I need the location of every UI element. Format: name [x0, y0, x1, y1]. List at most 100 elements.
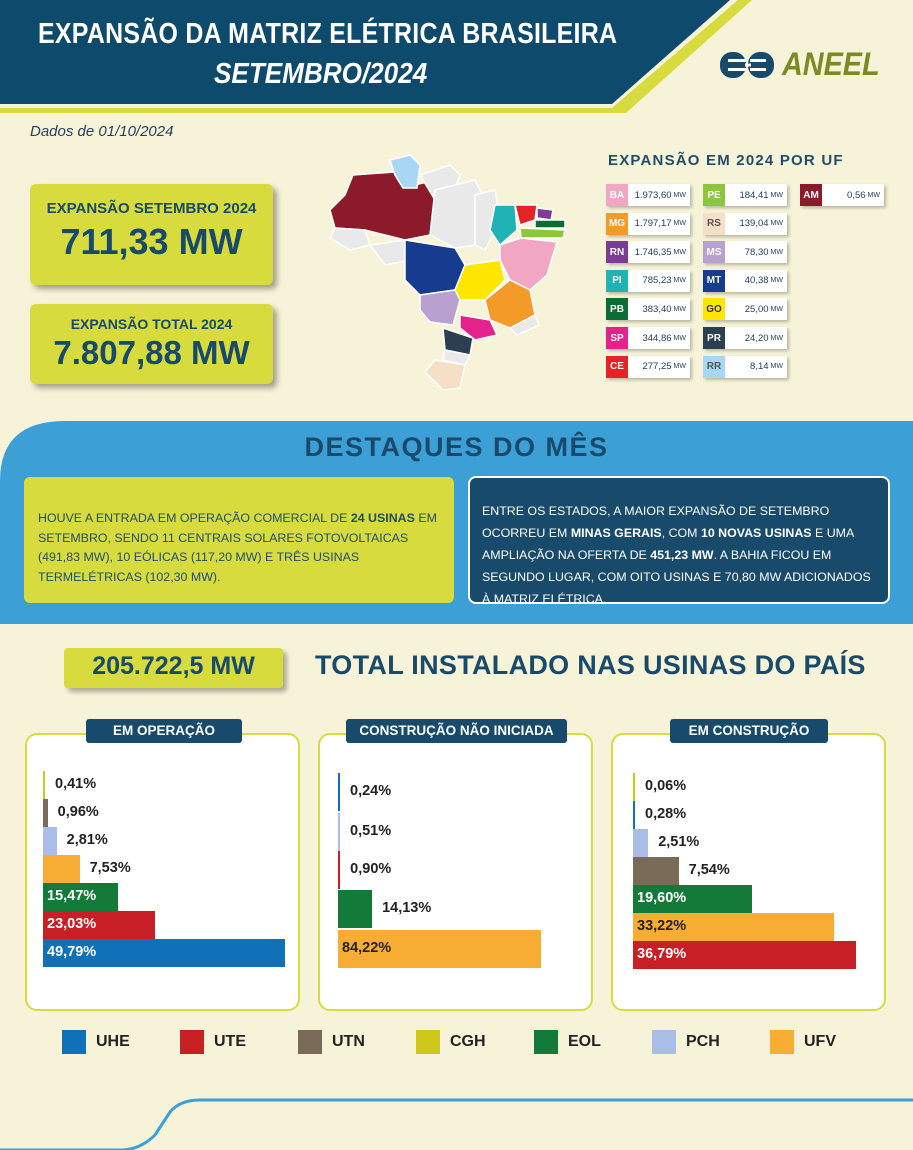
- uf-code: RN: [606, 241, 628, 264]
- bar-2-eol: [633, 885, 752, 913]
- bar-2-pch: [633, 829, 649, 857]
- bar-2-ufv: [633, 913, 835, 941]
- uf-value: 785,23 MW: [642, 275, 686, 287]
- uf-value: 344,86 MW: [642, 332, 686, 344]
- bar-label-2-cgh: 0,06%: [645, 778, 687, 794]
- legend-swatch: [416, 1030, 440, 1054]
- chart-title-0: EM OPERAÇÃO: [86, 719, 242, 743]
- uf-item-mt: MT 40,38 MW: [703, 269, 787, 292]
- map-ba: [499, 237, 558, 291]
- uf-value: 277,25 MW: [642, 361, 686, 373]
- legend-label: CGH: [450, 1033, 486, 1050]
- hl-right-text1: ENTRE OS ESTADOS, A MAIOR EXPANSÃO DE SE…: [482, 504, 830, 540]
- legend-label: UTE: [214, 1033, 246, 1050]
- uf-item-rr: RR 8,14 MW: [703, 355, 787, 378]
- data-date: Dados de 01/10/2024: [30, 123, 174, 140]
- installed-total: 205.722,5 MW: [64, 648, 283, 688]
- legend-item-eol: EOL: [534, 1030, 601, 1054]
- hl-right-bold2: 10 NOVAS USINAS: [700, 526, 812, 540]
- bar-0-eol: [43, 883, 119, 911]
- legend-swatch: [62, 1030, 86, 1054]
- uf-item-ce: CE 277,25 MW: [606, 355, 690, 378]
- legend-item-ute: UTE: [180, 1030, 246, 1054]
- bar-label-1-uhe: 0,24%: [350, 783, 392, 799]
- bar-1-ufv: [338, 930, 542, 968]
- bar-label-2-eol: 19,60%: [637, 890, 687, 906]
- uf-item-sp: SP 344,86 MW: [606, 327, 690, 349]
- bar-0-uhe: [43, 939, 285, 967]
- uf-item-rn: RN 1.746,35 MW: [606, 241, 690, 264]
- legend-item-cgh: CGH: [416, 1030, 486, 1054]
- map-pi: [489, 204, 518, 247]
- bar-2-uhe: [633, 801, 635, 829]
- hl-left-bold1: 24 USINAS: [350, 511, 415, 525]
- uf-value: 8,14 MW: [750, 361, 783, 373]
- bar-1-pch: [338, 813, 340, 851]
- bar-1-ute: [338, 851, 341, 889]
- brazil-map: [329, 154, 566, 391]
- map-rs: [423, 359, 466, 391]
- uf-value: 1.746,35 MW: [634, 246, 686, 258]
- page-subtitle: SETEMBRO/2024: [214, 58, 428, 90]
- hl-left-text2: EM SETEMBRO, SENDO 11 CENTRAIS SOLARES F…: [38, 511, 437, 584]
- bar-0-ufv: [43, 855, 80, 883]
- chart-title-1: CONSTRUÇÃO NÃO INICIADA: [346, 719, 567, 743]
- uf-panel-title: EXPANSÃO EM 2024 POR UF: [608, 152, 844, 169]
- bar-0-pch: [43, 827, 57, 855]
- uf-item-go: GO 25,00 MW: [703, 298, 787, 321]
- uf-value: 0,56 MW: [847, 189, 880, 201]
- kpi-total-box: EXPANSÃO TOTAL 2024 7.807,88 MW: [30, 304, 273, 384]
- header-banner: [0, 0, 913, 115]
- uf-item-pr: PR 24,20 MW: [703, 327, 787, 349]
- uf-value: 25,00 MW: [744, 303, 783, 315]
- uf-value: 1.797,17 MW: [634, 218, 686, 230]
- highlights-title: DESTAQUES DO MÊS: [304, 432, 609, 462]
- hl-left-text1: HOUVE A ENTRADA EM OPERAÇÃO COMERCIAL DE: [38, 511, 351, 525]
- uf-item-pe: PE 184,41 MW: [703, 184, 787, 206]
- bar-2-cgh: [633, 773, 635, 801]
- uf-value: 184,41 MW: [739, 189, 783, 201]
- hl-right-text2: , COM: [661, 526, 701, 540]
- map-ms: [419, 289, 461, 326]
- legend-label: PCH: [686, 1033, 720, 1050]
- map-pb: [534, 219, 566, 229]
- uf-item-ba: BA 1.973,60 MW: [606, 184, 690, 206]
- legend-item-ufv: UFV: [770, 1030, 836, 1054]
- kpi-total-value: 7.807,88 MW: [53, 334, 250, 371]
- uf-code: CE: [606, 355, 628, 378]
- bar-label-1-pch: 0,51%: [350, 823, 392, 839]
- uf-item-rs: RS 139,04 MW: [703, 212, 787, 235]
- uf-code: PE: [703, 184, 725, 206]
- aneel-logo-text: ANEEL: [782, 46, 880, 82]
- uf-code: RR: [703, 355, 725, 378]
- legend-item-pch: PCH: [652, 1030, 720, 1054]
- bar-label-0-ufv: 7,53%: [89, 860, 131, 876]
- bar-label-0-ute: 23,03%: [47, 916, 97, 932]
- bar-label-2-ute: 36,79%: [637, 946, 687, 962]
- bar-label-2-pch: 2,51%: [658, 834, 700, 850]
- legend-item-utn: UTN: [298, 1030, 365, 1054]
- uf-item-ms: MS 78,30 MW: [703, 241, 787, 264]
- hl-right-bold1: MINAS GERAIS: [570, 526, 662, 540]
- bar-0-cgh: [43, 771, 45, 799]
- map-pe: [519, 227, 566, 239]
- uf-code: MG: [606, 212, 628, 235]
- bar-0-utn: [43, 799, 48, 827]
- bar-label-1-ute: 0,90%: [350, 861, 392, 877]
- uf-item-mg: MG 1.797,17 MW: [606, 212, 690, 235]
- highlight-right: ENTRE OS ESTADOS, A MAIOR EXPANSÃO DE SE…: [468, 476, 890, 606]
- uf-code: PI: [606, 269, 628, 292]
- uf-code: MT: [703, 269, 725, 292]
- legend-swatch: [770, 1030, 794, 1054]
- bar-label-2-ufv: 33,22%: [637, 918, 687, 934]
- map-sp: [459, 314, 499, 341]
- uf-value: 24,20 MW: [744, 332, 783, 344]
- legend-label: UHE: [96, 1033, 130, 1050]
- bar-1-eol: [338, 890, 373, 928]
- chart-title-2: EM CONSTRUÇÃO: [670, 719, 828, 743]
- uf-code: PB: [606, 298, 628, 321]
- legend-swatch: [180, 1030, 204, 1054]
- bar-label-1-ufv: 84,22%: [342, 940, 392, 956]
- bar-label-1-eol: 14,13%: [382, 900, 432, 916]
- bar-label-2-utn: 7,54%: [688, 862, 730, 878]
